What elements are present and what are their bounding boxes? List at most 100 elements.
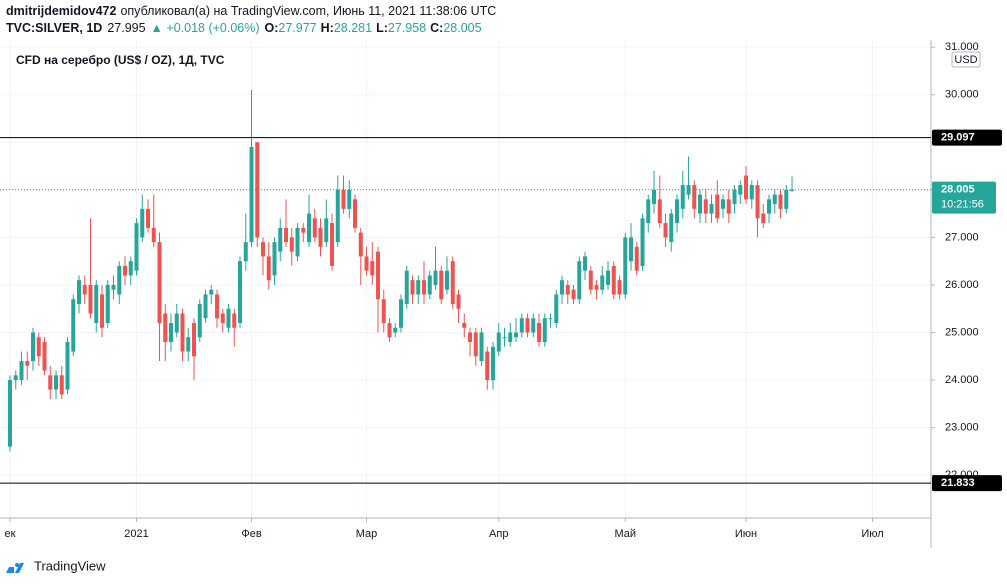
candle-body bbox=[508, 332, 513, 343]
candle-body bbox=[370, 261, 375, 276]
candle-body bbox=[698, 194, 703, 214]
candle-body bbox=[767, 199, 772, 214]
candle-body bbox=[278, 227, 283, 252]
candle-body bbox=[163, 313, 168, 343]
x-tick-label: Фев bbox=[241, 528, 261, 540]
candle-body bbox=[634, 246, 639, 271]
candle-body bbox=[364, 256, 369, 271]
candle-body bbox=[100, 294, 105, 328]
candle-body bbox=[54, 375, 59, 390]
candle-body bbox=[410, 280, 415, 295]
candle-body bbox=[82, 284, 87, 295]
candle-body bbox=[140, 208, 145, 238]
candle-body bbox=[111, 284, 116, 290]
candle-body bbox=[439, 270, 444, 300]
candle-body bbox=[226, 308, 231, 328]
candle-body bbox=[433, 270, 438, 285]
candle-body bbox=[169, 322, 174, 343]
chart-title: CFD на серебро (US$ / OZ), 1Д, TVC bbox=[16, 53, 225, 67]
candle-body bbox=[13, 375, 18, 381]
candle-body bbox=[462, 322, 467, 328]
change: ▲ +0.018 (+0.06%) bbox=[151, 21, 260, 35]
candle-body bbox=[36, 337, 41, 357]
o-label: O: bbox=[265, 21, 279, 35]
candle-body bbox=[675, 199, 680, 224]
brand-logo bbox=[6, 563, 24, 573]
candle-body bbox=[266, 256, 271, 281]
candle-body bbox=[715, 194, 720, 219]
candle-body bbox=[180, 313, 185, 352]
y-tick-label: 31.000 bbox=[945, 41, 979, 53]
candle-body bbox=[519, 318, 524, 333]
candle-body bbox=[324, 218, 329, 243]
candle-body bbox=[611, 265, 616, 295]
candle-body bbox=[151, 227, 156, 243]
candle-body bbox=[77, 280, 82, 304]
candle-body bbox=[709, 204, 714, 214]
candle-body bbox=[427, 275, 432, 295]
candle-body bbox=[59, 375, 64, 395]
brand: TradingView bbox=[6, 558, 106, 573]
publish-line: dmitrijdemidov472 опубликовал(а) на Tradi… bbox=[6, 4, 496, 18]
candle-body bbox=[640, 218, 645, 266]
y-tick-label: 25.000 bbox=[945, 326, 979, 338]
candle-body bbox=[376, 251, 381, 300]
candle-body bbox=[703, 199, 708, 214]
l-label: L: bbox=[376, 21, 388, 35]
candle-body bbox=[330, 223, 335, 266]
candle-body bbox=[134, 223, 139, 271]
plot-area bbox=[0, 40, 931, 518]
candle-body bbox=[629, 237, 634, 262]
candle-body bbox=[215, 294, 220, 319]
candle-body bbox=[341, 189, 346, 209]
candle-body bbox=[542, 318, 547, 343]
candle-body bbox=[174, 313, 179, 333]
candle-body bbox=[65, 342, 70, 390]
candle-body bbox=[289, 237, 294, 252]
candle-body bbox=[209, 289, 214, 295]
candle-body bbox=[606, 270, 611, 285]
candle-body bbox=[347, 189, 352, 209]
candle-body bbox=[514, 332, 519, 338]
y-tick-label: 24.000 bbox=[945, 374, 979, 386]
candle-body bbox=[445, 270, 450, 290]
candle-body bbox=[617, 280, 622, 295]
currency-box bbox=[951, 51, 981, 68]
y-tick-label: 26.000 bbox=[945, 279, 979, 291]
candle-body bbox=[157, 242, 162, 323]
x-tick-label: ек bbox=[5, 528, 16, 540]
candle-body bbox=[335, 189, 340, 243]
candle-body bbox=[548, 318, 553, 320]
y-tick-label: 30.000 bbox=[945, 89, 979, 101]
candle-body bbox=[502, 337, 507, 339]
x-tick-label: Апр bbox=[489, 528, 508, 540]
candle-body bbox=[755, 185, 760, 219]
candle-body bbox=[680, 185, 685, 209]
candle-body bbox=[353, 199, 358, 228]
candle-body bbox=[416, 280, 421, 295]
c-label: C: bbox=[430, 21, 443, 35]
candle-body bbox=[128, 261, 133, 276]
candle-body bbox=[358, 232, 363, 257]
candle-body bbox=[249, 147, 254, 243]
candle-body bbox=[318, 227, 323, 247]
candle-body bbox=[105, 284, 110, 323]
candle-body bbox=[399, 299, 404, 328]
price-label: 21.833 bbox=[941, 477, 975, 489]
candle-body bbox=[577, 261, 582, 300]
candle-body bbox=[261, 242, 266, 257]
candle-body bbox=[738, 185, 743, 195]
candle-body bbox=[422, 280, 427, 295]
candle-body bbox=[243, 242, 248, 262]
candle-body bbox=[387, 322, 392, 338]
candle-body bbox=[381, 299, 386, 323]
candle-body bbox=[554, 294, 559, 323]
candle-body bbox=[203, 294, 208, 319]
candle-body bbox=[652, 189, 657, 205]
candle-body bbox=[485, 351, 490, 381]
candle-body bbox=[721, 199, 726, 209]
candle-body bbox=[726, 199, 731, 214]
x-tick-label: Июл bbox=[861, 528, 883, 540]
last-price-label: 28.005 bbox=[941, 183, 975, 195]
